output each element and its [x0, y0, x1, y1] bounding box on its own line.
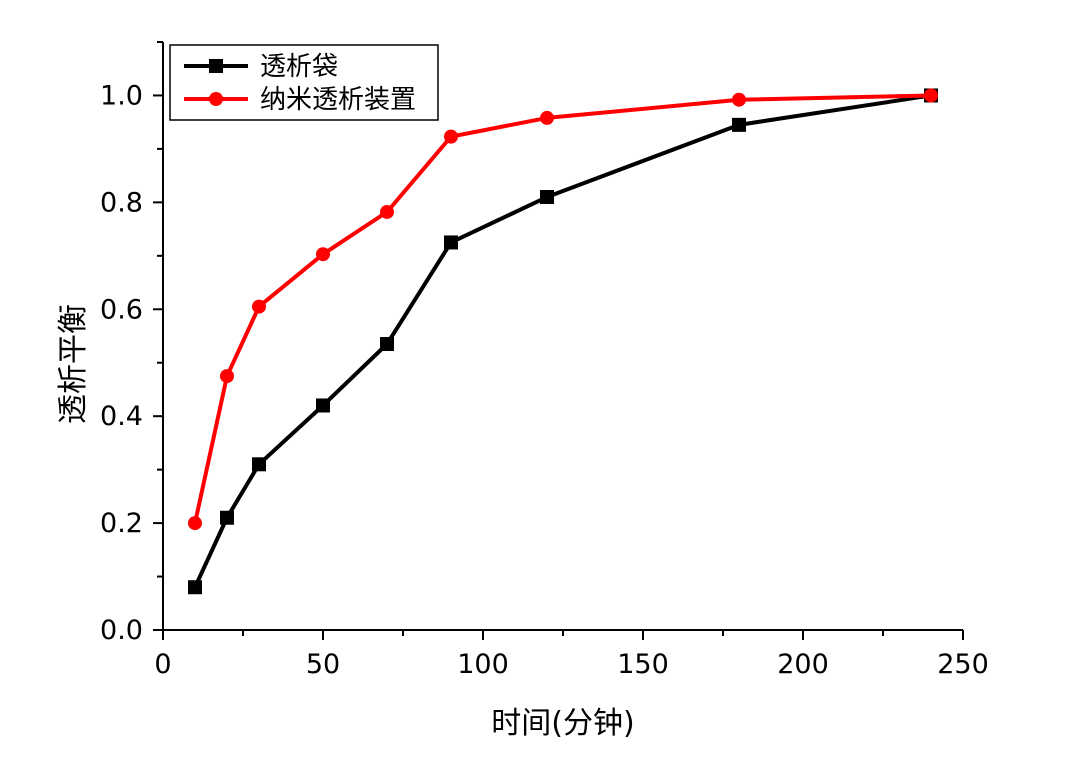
x-tick-label: 200 — [777, 649, 829, 680]
data-point — [380, 204, 394, 219]
axes: 0 50 100 150 200 250 0.0 0.2 0.4 0.6 0.8 1.0 — [100, 41, 989, 680]
x-tick-label: 50 — [306, 649, 340, 680]
data-point — [188, 580, 202, 595]
y-tick-label: 0.2 — [100, 508, 143, 539]
y-tick-label: 0.8 — [100, 187, 143, 218]
data-point — [220, 510, 234, 525]
series-layer — [188, 88, 938, 595]
legend-label: 纳米透析装置 — [260, 85, 416, 115]
x-tick-label: 150 — [617, 649, 669, 680]
x-tick-label: 250 — [937, 649, 989, 680]
data-point — [316, 398, 330, 413]
data-point — [924, 88, 938, 103]
legend-marker — [209, 59, 223, 73]
y-axis-title: 透析平衡 — [56, 304, 91, 424]
legend-label: 透析袋 — [260, 52, 338, 82]
legend-marker — [209, 92, 223, 106]
x-tick-label: 100 — [457, 649, 509, 680]
data-point — [444, 235, 458, 250]
data-point — [188, 516, 202, 531]
data-point — [444, 129, 458, 144]
data-point — [220, 369, 234, 384]
data-point — [540, 110, 554, 125]
data-point — [252, 299, 266, 314]
legend-item: 透析袋 — [184, 52, 338, 82]
series-1 — [188, 88, 938, 595]
x-axis-title: 时间(分钟) — [491, 706, 634, 741]
legend-box — [169, 44, 439, 121]
y-tick-label: 0.0 — [100, 615, 143, 646]
data-point — [732, 117, 746, 132]
series-line — [193, 93, 932, 524]
y-tick-label: 0.6 — [100, 294, 143, 325]
x-tick-label: 0 — [154, 649, 171, 680]
legend-item: 纳米透析装置 — [184, 85, 416, 115]
data-point — [540, 190, 554, 205]
data-point — [252, 457, 266, 472]
y-tick-label: 0.4 — [100, 401, 143, 432]
data-point — [732, 92, 746, 107]
y-tick-label: 1.0 — [100, 80, 143, 111]
series-line — [193, 93, 932, 589]
data-point — [316, 247, 330, 262]
series-2 — [188, 88, 938, 531]
data-point — [380, 337, 394, 352]
